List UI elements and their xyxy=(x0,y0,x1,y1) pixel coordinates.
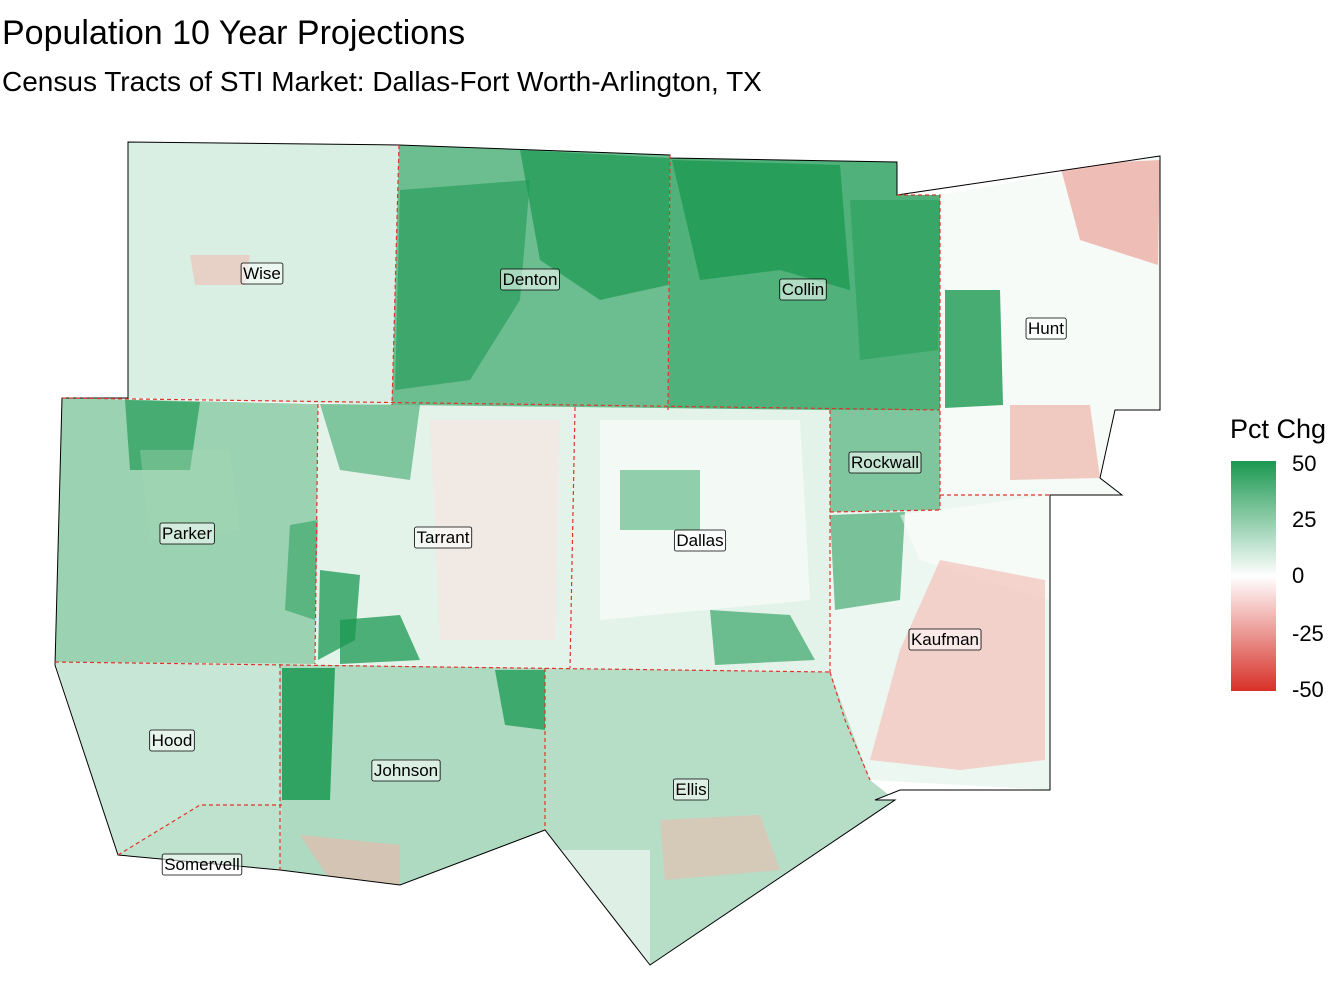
svg-text:Dallas: Dallas xyxy=(676,531,723,550)
svg-text:Rockwall: Rockwall xyxy=(851,453,919,472)
legend-tick xyxy=(1276,633,1284,634)
legend-label: 25 xyxy=(1292,507,1317,532)
county-label-kaufman: Kaufman xyxy=(908,628,982,651)
tract-detail-layer xyxy=(125,150,1160,965)
legend-tick xyxy=(1276,576,1284,577)
county-label-denton: Denton xyxy=(500,268,560,291)
legend-label: -50 xyxy=(1292,677,1324,702)
svg-text:Ellis: Ellis xyxy=(675,780,706,799)
legend-label: 50 xyxy=(1292,451,1317,476)
legend-tick xyxy=(1276,467,1284,468)
county-label-collin: Collin xyxy=(779,278,827,301)
svg-text:Somervell: Somervell xyxy=(164,855,240,874)
county-label-hood: Hood xyxy=(149,729,195,752)
chart-subtitle: Census Tracts of STI Market: Dallas-Fort… xyxy=(2,66,762,97)
svg-text:Tarrant: Tarrant xyxy=(417,528,470,547)
legend-colorbar xyxy=(1231,461,1276,691)
county-label-somervell: Somervell xyxy=(161,853,243,876)
legend-title: Pct Chg xyxy=(1230,414,1327,444)
chart-title: Population 10 Year Projections xyxy=(2,14,466,52)
svg-text:Parker: Parker xyxy=(162,524,212,543)
svg-text:Hunt: Hunt xyxy=(1028,319,1064,338)
county-label-parker: Parker xyxy=(159,522,215,545)
county-label-wise: Wise xyxy=(240,262,284,285)
county-label-dallas: Dallas xyxy=(673,529,727,552)
svg-text:Collin: Collin xyxy=(782,280,825,299)
svg-text:Denton: Denton xyxy=(503,270,558,289)
county-label-rockwall: Rockwall xyxy=(848,451,922,474)
svg-text:Johnson: Johnson xyxy=(374,761,438,780)
legend-tick xyxy=(1276,522,1284,523)
county-borders xyxy=(54,144,1050,870)
legend-tick xyxy=(1276,688,1284,689)
svg-text:Kaufman: Kaufman xyxy=(911,630,979,649)
legend-label: -25 xyxy=(1292,621,1324,646)
county-label-ellis: Ellis xyxy=(673,778,709,801)
county-label-tarrant: Tarrant xyxy=(414,526,473,549)
county-label-hunt: Hunt xyxy=(1025,317,1067,340)
legend-label: 0 xyxy=(1292,563,1305,588)
county-label-johnson: Johnson xyxy=(371,759,441,782)
svg-text:Hood: Hood xyxy=(152,731,193,750)
county-area-hood xyxy=(55,662,282,855)
svg-text:Wise: Wise xyxy=(243,264,281,283)
